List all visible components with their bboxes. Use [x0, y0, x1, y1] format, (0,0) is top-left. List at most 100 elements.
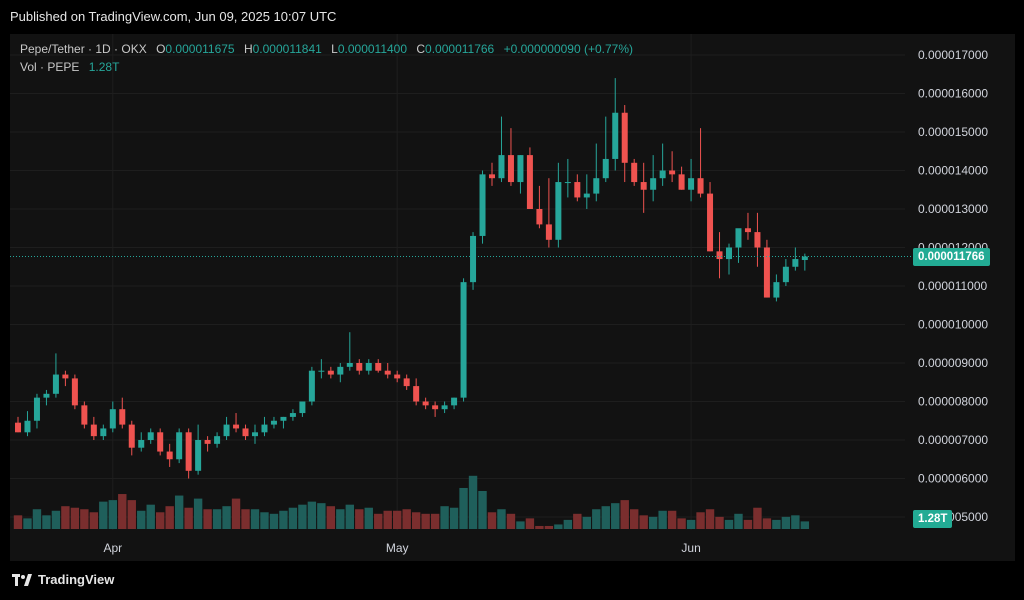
volume-bar [336, 509, 345, 529]
candle-body [252, 432, 258, 437]
symbol-label[interactable]: Pepe/Tether · 1D · OKX [20, 42, 147, 56]
candle-body [507, 155, 514, 183]
volume-bar [611, 503, 620, 529]
volume-bar [459, 487, 468, 529]
candle-body [365, 363, 372, 371]
candle-body [441, 405, 448, 410]
candle-body [318, 370, 325, 372]
candle-body [555, 182, 562, 240]
volume-bar [639, 515, 648, 529]
chart-panel[interactable] [10, 34, 1015, 561]
volume-bar [402, 509, 411, 529]
candle-body [650, 178, 657, 190]
volume-bar [791, 515, 800, 529]
brand-name: TradingView [38, 572, 115, 587]
candle-body [631, 162, 638, 183]
candle-body [62, 374, 69, 379]
candle-body [432, 405, 439, 410]
candle-body [564, 182, 571, 184]
candle-body [422, 401, 429, 406]
volume-bar [630, 509, 639, 529]
candle-body [773, 282, 780, 298]
volume-bar [137, 510, 146, 529]
candle-body [261, 424, 268, 433]
candle-body [413, 386, 420, 402]
candle-body [384, 370, 391, 375]
close-label: C [416, 42, 426, 56]
candle-body [346, 363, 353, 367]
volume-bar [42, 515, 51, 529]
candle-body [612, 112, 619, 159]
candle-body [280, 416, 287, 421]
candle-body [100, 428, 107, 437]
volume-bar [497, 509, 506, 529]
candle-body [15, 422, 21, 433]
candle-body [176, 432, 183, 460]
candle-body [356, 363, 363, 371]
volume-bar [478, 491, 487, 529]
volume-label: Vol · PEPE [20, 60, 80, 74]
candle-body [688, 178, 695, 190]
candle-body [223, 424, 230, 437]
volume-bar [89, 512, 99, 529]
candle-body [24, 420, 31, 433]
candle-body [707, 193, 714, 252]
close-value: 0.000011766 [425, 42, 495, 56]
candle-body [593, 178, 600, 194]
candle-body [242, 428, 249, 437]
volume-bar [563, 519, 573, 529]
volume-bar [506, 513, 516, 529]
volume-bar [393, 510, 402, 529]
candle-body [801, 256, 808, 261]
volume-bar [582, 516, 591, 529]
volume-bar [772, 519, 781, 529]
volume-bar [535, 525, 544, 529]
y-tick-label: 0.000009000 [918, 356, 988, 370]
volume-bar [677, 518, 686, 529]
candle-body [185, 432, 192, 471]
candle-body [659, 170, 666, 179]
volume-bar [601, 506, 610, 529]
volume-badge: 1.28T [913, 510, 953, 528]
volume-bar [307, 501, 317, 529]
candle-body [451, 397, 458, 406]
volume-row: Vol · PEPE 1.28T [20, 58, 633, 76]
candle-body [669, 170, 676, 175]
candle-body [233, 424, 240, 429]
candle-body [394, 374, 401, 379]
y-tick-label: 0.000016000 [918, 87, 988, 101]
x-tick-label: May [386, 541, 409, 555]
candle-body [375, 363, 382, 371]
volume-bar [260, 512, 269, 529]
volume-bar [592, 509, 601, 529]
volume-bar [174, 495, 184, 529]
published-header: Published on TradingView.com, Jun 09, 20… [0, 0, 1024, 34]
volume-bar [525, 518, 535, 529]
volume-bar [241, 509, 250, 529]
candle-body [545, 224, 552, 240]
volume-bar [383, 510, 392, 529]
low-label: L [331, 42, 338, 56]
volume-bar [184, 507, 193, 529]
volume-bar [487, 512, 497, 529]
candle-body [289, 413, 296, 417]
volume-bar [762, 518, 772, 529]
volume-bar [80, 509, 89, 529]
tradingview-logo-icon [12, 573, 32, 586]
volume-bar [573, 513, 582, 529]
volume-bar [269, 513, 279, 529]
x-tick-label: Jun [681, 541, 700, 555]
volume-bar [696, 512, 705, 529]
candle-body [744, 228, 751, 233]
volume-bar [800, 521, 810, 529]
candle-body [128, 424, 135, 448]
candle-body [214, 436, 221, 444]
volume-bar [667, 510, 677, 529]
footer-brand[interactable]: TradingView [12, 572, 114, 587]
open-label: O [156, 42, 166, 56]
ohlc-row: Pepe/Tether · 1D · OKX O0.000011675 H0.0… [20, 40, 633, 58]
candle-body [517, 155, 524, 183]
y-tick-label: 0.000011000 [918, 279, 988, 293]
candle-body [602, 158, 609, 179]
